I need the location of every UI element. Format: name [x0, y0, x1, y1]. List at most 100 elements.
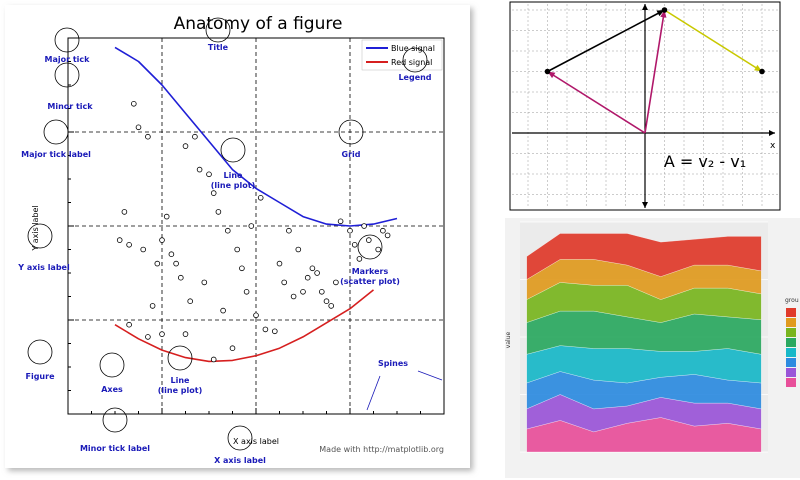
scatter-marker — [182, 143, 189, 149]
scatter-marker — [182, 331, 189, 337]
scatter-marker — [168, 251, 175, 258]
scatter-marker — [210, 356, 217, 363]
y-axis-arrow-bottom — [642, 202, 648, 208]
scatter-marker — [135, 124, 142, 131]
scatter-marker — [253, 312, 259, 319]
annotation-label: X axis label — [214, 456, 266, 465]
y-axis-arrow-top — [642, 4, 648, 10]
scatter-marker — [145, 133, 151, 140]
scatter-marker — [187, 298, 194, 305]
annotation-label: Line — [171, 376, 191, 385]
blue-signal-line — [114, 46, 398, 227]
scatter-marker — [318, 288, 325, 295]
red-signal-line — [114, 289, 374, 363]
vector-line — [547, 70, 646, 134]
scatter-marker — [271, 328, 278, 335]
x-axis-arrow — [769, 130, 775, 136]
scatter-marker — [126, 242, 132, 248]
diagram-points — [544, 7, 765, 75]
area-series — [526, 233, 762, 453]
annotation-circle — [357, 234, 383, 260]
scatter-marker — [234, 246, 241, 253]
scatter-marker — [295, 246, 302, 253]
scatter-marker — [361, 223, 367, 229]
figure-background — [5, 5, 470, 468]
scatter-marker — [154, 260, 161, 267]
scatter-marker — [243, 288, 250, 295]
area-legend-swatch — [786, 368, 796, 377]
area-legend — [786, 308, 796, 387]
scatter-marker — [210, 190, 217, 196]
area-legend-swatch — [786, 318, 796, 327]
line-series — [114, 46, 398, 363]
annotation-circle — [54, 27, 80, 53]
scatter-marker — [257, 195, 264, 201]
annotation-label: Minor tick label — [80, 444, 150, 453]
diagram-x-axis-label: x — [770, 141, 776, 151]
spines-arrow — [417, 370, 443, 381]
scatter-marker — [145, 334, 151, 340]
annotation-circle — [99, 352, 125, 378]
scatter-marker — [215, 209, 222, 215]
annotation-label: (line plot) — [158, 386, 203, 395]
scatter-marker — [328, 303, 335, 309]
annotation-label: Legend — [398, 73, 431, 82]
annotation-label: Grid — [342, 150, 361, 159]
scatter-marker — [309, 265, 316, 272]
x-axis-label: X axis label — [233, 437, 279, 446]
annotation-circle — [402, 47, 428, 73]
scatter-marker — [248, 223, 255, 229]
scatter-marker — [126, 321, 132, 328]
scatter-marker — [140, 246, 147, 253]
annotation-label: (scatter plot) — [340, 277, 400, 286]
annotation-circle — [167, 345, 193, 371]
tick-marks — [67, 37, 445, 415]
scatter-marker — [239, 265, 245, 272]
annotation-circle — [338, 119, 364, 145]
area-legend-swatch — [786, 308, 796, 317]
annotation-circle — [205, 17, 231, 43]
area-legend-swatch — [786, 328, 796, 337]
scatter-marker — [192, 133, 198, 140]
anatomy-figure-panel: Anatomy of a figure Blue signal Red sign… — [5, 5, 470, 468]
footer-credit: Made with http://matplotlib.org — [319, 445, 444, 454]
diagram-equation: A = v₂ - v₁ — [664, 152, 746, 171]
scatter-marker — [196, 166, 203, 173]
legend-label-red: Red signal — [391, 58, 432, 67]
diagram-point — [759, 68, 765, 75]
scatter-marker — [149, 303, 156, 309]
scatter-marker — [290, 293, 297, 300]
area-legend-swatch — [786, 348, 796, 357]
area-legend-swatch — [786, 358, 796, 367]
scatter-marker — [304, 274, 311, 281]
diagram-point — [661, 7, 668, 13]
annotation-circle — [27, 339, 53, 365]
scatter-marker — [220, 307, 226, 314]
scatter-marker — [351, 242, 358, 248]
chart-title: Anatomy of a figure — [174, 14, 343, 34]
diagram-point — [544, 68, 551, 75]
scatter-marker — [159, 331, 165, 337]
scatter-marker — [159, 237, 165, 243]
diagram-vectors — [547, 9, 763, 134]
annotation-label: Title — [208, 43, 229, 52]
scatter-marker — [380, 227, 386, 234]
scatter-marker — [201, 279, 208, 286]
scatter-marker — [229, 345, 236, 352]
annotation-label: Figure — [26, 372, 56, 381]
annotation-circle — [43, 119, 69, 145]
vector-line — [664, 9, 763, 73]
annotation-label: Line — [224, 171, 244, 180]
area-legend-title: grou — [785, 297, 799, 304]
scatter-marker — [116, 237, 123, 243]
diagram-axes: x — [512, 4, 776, 208]
scatter-marker — [337, 218, 344, 225]
scatter-marker — [314, 270, 320, 276]
scatter-marker — [276, 260, 283, 267]
annotation-circle — [54, 62, 80, 88]
legend-box — [361, 39, 443, 71]
scatter-marker — [347, 227, 353, 234]
annotation-label: Spines — [378, 359, 408, 368]
scatter-marker — [121, 209, 128, 215]
